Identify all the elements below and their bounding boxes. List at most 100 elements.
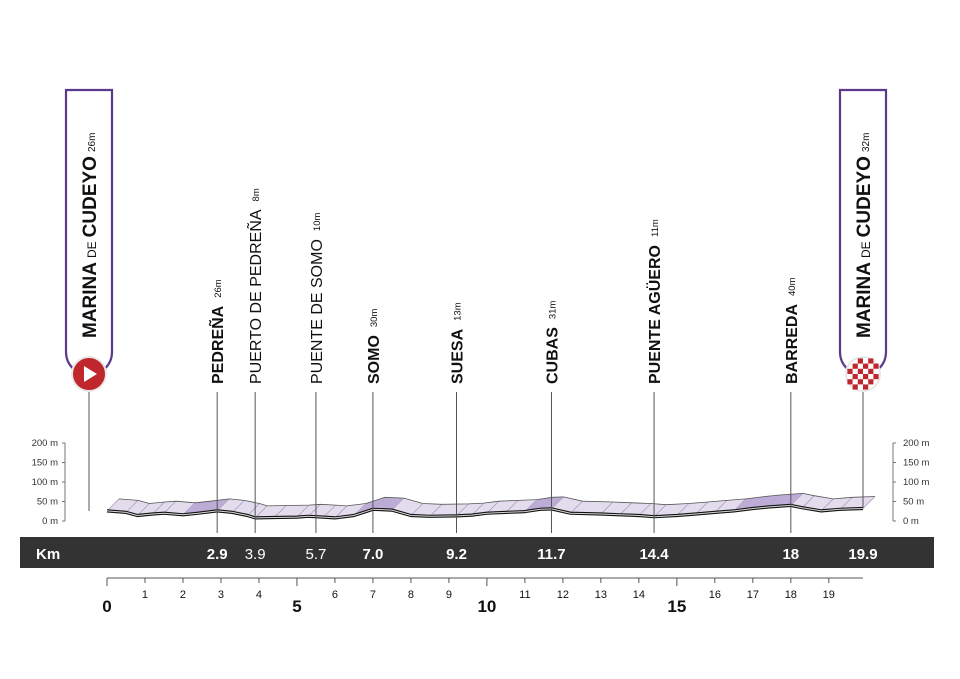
waypoint-altitude: 31m	[547, 301, 558, 320]
marker-altitude: 26m	[87, 133, 98, 152]
x-tick-label: 17	[747, 589, 759, 601]
km-band-finish-value: 19.9	[848, 546, 877, 563]
checkered-flag-icon	[847, 368, 853, 374]
marker-name-main: MARINA	[80, 262, 101, 338]
waypoint-name: BARREDA	[784, 304, 801, 384]
x-tick-label: 7	[370, 589, 376, 601]
y-tick-label-right: 200 m	[903, 438, 929, 449]
waypoint-label: BARREDA 40m	[784, 277, 801, 384]
x-tick-label: 12	[557, 589, 569, 601]
profile-hatch	[323, 504, 336, 518]
x-tick-label: 19	[823, 589, 835, 601]
x-tick-label: 4	[256, 589, 262, 601]
waypoint-label: PUENTE DE SOMO 10m	[309, 213, 326, 384]
profile-hatch	[638, 503, 652, 516]
waypoint-altitude: 10m	[312, 213, 323, 232]
waypoint-label: SUESA 13m	[450, 302, 467, 384]
profile-hatch	[410, 503, 424, 516]
km-band-value: 18	[782, 546, 799, 563]
profile-hatch	[254, 505, 268, 519]
km-band-value: 14.4	[639, 546, 669, 563]
x-tick-label: 15	[667, 597, 686, 616]
marker-name-town: CUDEYO	[80, 156, 101, 237]
profile-hatch	[296, 504, 310, 518]
y-tick-label-left: 0 m	[42, 516, 58, 527]
profile-climb-highlight	[524, 496, 564, 512]
x-tick-label: 1	[142, 589, 148, 601]
y-tick-label-left: 100 m	[32, 477, 58, 488]
checkered-flag-icon	[857, 358, 863, 364]
play-icon	[84, 366, 97, 382]
profile-hatch	[570, 500, 583, 514]
profile-ribbon	[107, 493, 875, 518]
profile-hatch	[653, 504, 667, 517]
marker-name-town: CUDEYO	[854, 156, 875, 237]
x-tick-label: 10	[477, 597, 496, 616]
profile-hatch	[273, 505, 287, 518]
profile-hatch	[334, 505, 348, 519]
waypoint-name: CUBAS	[544, 327, 561, 384]
profile-hatch	[232, 500, 245, 513]
y-axis-left: 200 m 150 m 100 m 50 m 0 m	[32, 438, 66, 527]
x-tick-label: 0	[102, 597, 111, 616]
profile-hatch	[600, 501, 614, 515]
profile-hatch	[471, 502, 484, 516]
x-tick-label: 6	[332, 589, 338, 601]
elevation-profile	[106, 492, 876, 520]
marker-name-de: DE	[859, 241, 873, 258]
km-band	[20, 537, 934, 568]
km-band-values: 2.9 3.9 5.7 7.0 9.2 11.7 14.4 18 19.9	[207, 546, 878, 563]
km-band-value: 11.7	[537, 546, 565, 563]
checkered-flag-icon	[863, 374, 869, 380]
waypoint-name: PUENTE DE SOMO	[309, 239, 326, 384]
profile-hatch	[505, 500, 519, 513]
km-band-value: 3.9	[245, 546, 266, 563]
waypoint-labels: PEDREÑA 26m PUERTO DE PEDREÑA 8m PUENTE DE S…	[207, 188, 801, 533]
waypoint-name: SOMO	[366, 335, 383, 384]
y-tick-label-left: 50 m	[37, 497, 58, 508]
waypoint-label: PUERTO DE PEDREÑA 8m	[245, 188, 265, 384]
checkered-flag-icon	[852, 384, 858, 390]
km-band-label: Km	[36, 546, 60, 563]
x-tick-label: 5	[292, 597, 301, 616]
profile-hatch	[429, 504, 443, 517]
waypoint-altitude: 8m	[251, 188, 262, 201]
profile-hatch	[308, 504, 321, 517]
profile-hatch	[820, 498, 834, 512]
checkered-flag-icon	[857, 368, 863, 374]
x-tick-label: 18	[785, 589, 797, 601]
profile-hatch	[152, 501, 165, 515]
start-marker: MARINA DE CUDEYO 26m	[64, 88, 114, 511]
x-tick-label: 2	[180, 589, 186, 601]
waypoint-label: CUBAS 31m	[544, 301, 561, 384]
y-tick-label-right: 0 m	[903, 516, 919, 527]
checkered-flag-icon	[863, 384, 869, 390]
km-band-value: 5.7	[306, 546, 327, 563]
marker-name-de: DE	[85, 241, 99, 258]
marker-altitude: 32m	[861, 133, 872, 152]
waypoint-label: PUENTE AGÜERO 11m	[645, 219, 664, 384]
profile-front-highlight	[106, 504, 864, 519]
profile-climb-highlight	[733, 493, 803, 511]
checkered-flag-icon	[857, 379, 863, 385]
profile-hatch	[125, 500, 139, 513]
km-band-value: 7.0	[362, 546, 383, 563]
y-tick-label-right: 100 m	[903, 477, 929, 488]
checkered-flag-icon	[868, 379, 874, 385]
x-tick-label: 3	[218, 589, 224, 601]
profile-hatch	[802, 495, 815, 508]
waypoint-altitude: 40m	[787, 277, 798, 296]
marker-text: MARINA DE CUDEYO 32m	[854, 133, 875, 338]
profile-hatch	[862, 496, 876, 509]
profile-hatch	[486, 500, 500, 514]
waypoint-altitude: 11m	[650, 219, 661, 237]
waypoint-label: SOMO 30m	[366, 309, 383, 384]
y-tick-label-left: 200 m	[32, 438, 58, 449]
x-tick-label: 11	[519, 589, 530, 601]
y-tick-label-left: 150 m	[32, 458, 58, 469]
y-tick-label-right: 150 m	[903, 458, 929, 469]
profile-back-line	[118, 492, 876, 507]
waypoint-altitude: 26m	[213, 279, 224, 298]
x-tick-label: 8	[408, 589, 414, 601]
